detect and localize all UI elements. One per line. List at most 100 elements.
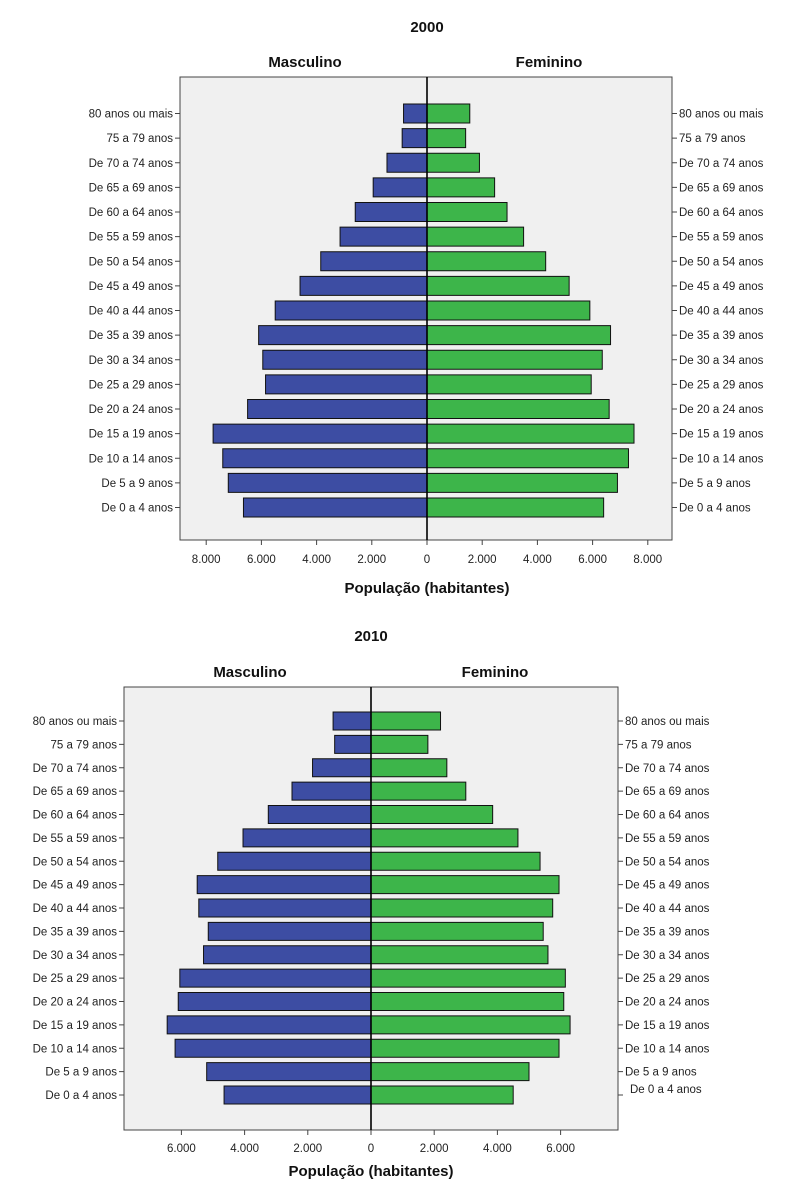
category-label-right: De 35 a 39 anos	[625, 926, 710, 938]
bar-female	[370, 828, 519, 848]
x-tick-label: 8.000	[633, 554, 662, 566]
bar-female	[426, 226, 525, 247]
x-tick-label: 4.000	[523, 554, 552, 566]
bar-female	[426, 423, 635, 444]
category-label-left: De 45 a 49 anos	[33, 880, 118, 892]
category-label-left: 75 a 79 anos	[106, 133, 173, 145]
category-label-left: De 10 a 14 anos	[89, 453, 174, 465]
category-label-left: De 20 a 24 anos	[89, 404, 174, 416]
category-label-right: De 20 a 24 anos	[625, 997, 710, 1009]
bar-female	[370, 875, 560, 895]
category-label-left: 75 a 79 anos	[50, 739, 117, 751]
bar-female	[426, 472, 618, 493]
bar-male	[401, 128, 428, 149]
bar-female	[426, 128, 467, 149]
x-tick-label: 4.000	[302, 554, 331, 566]
category-label-left: De 60 a 64 anos	[33, 810, 118, 822]
x-tick-label: 4.000	[483, 1143, 512, 1155]
bar-male	[334, 734, 372, 754]
category-label-left: De 30 a 34 anos	[89, 355, 174, 367]
bar-female	[370, 1038, 560, 1058]
x-tick-label: 2.000	[468, 554, 497, 566]
bar-male	[227, 472, 428, 493]
x-tick-label: 6.000	[167, 1143, 196, 1155]
category-label-right: De 65 a 69 anos	[679, 182, 764, 194]
bar-female	[426, 251, 547, 272]
category-label-left: De 55 a 59 anos	[89, 232, 174, 244]
category-label-left: De 50 a 54 anos	[89, 256, 174, 268]
category-label-left: De 35 a 39 anos	[89, 330, 174, 342]
bar-male	[222, 448, 428, 469]
x-tick-label: 0	[424, 554, 430, 566]
category-label-left: De 15 a 19 anos	[89, 429, 174, 441]
bar-male	[177, 992, 372, 1011]
left-side-label: Masculino	[268, 54, 341, 71]
bar-female	[370, 711, 442, 731]
bar-male	[247, 399, 428, 419]
bar-female	[370, 781, 467, 801]
category-label-left: De 5 a 9 anos	[101, 478, 173, 490]
category-label-left: De 0 a 4 anos	[101, 503, 173, 515]
bar-female	[370, 945, 549, 965]
bar-male	[258, 325, 428, 346]
x-tick-label: 6.000	[578, 554, 607, 566]
category-label-right: De 5 a 9 anos	[625, 1067, 697, 1079]
category-label-left: De 40 a 44 anos	[33, 903, 118, 915]
bar-female	[426, 202, 508, 222]
bar-male	[291, 781, 372, 801]
bar-female	[370, 992, 565, 1011]
bar-female	[426, 497, 605, 518]
category-label-right: De 15 a 19 anos	[625, 1020, 710, 1032]
x-axis-label: População (habitantes)	[288, 1163, 453, 1180]
bar-female	[426, 152, 480, 173]
category-label-left: De 65 a 69 anos	[89, 182, 174, 194]
category-label-right: De 20 a 24 anos	[679, 404, 764, 416]
bar-male	[166, 1015, 372, 1035]
category-label-right: De 55 a 59 anos	[679, 232, 764, 244]
bar-male	[265, 374, 428, 395]
category-label-right: De 65 a 69 anos	[625, 786, 710, 798]
bar-male	[242, 497, 428, 518]
bar-male	[206, 1062, 372, 1082]
x-tick-label: 2.000	[420, 1143, 449, 1155]
bar-male	[320, 251, 428, 272]
x-tick-label: 8.000	[192, 554, 221, 566]
category-label-left: De 50 a 54 anos	[33, 856, 118, 868]
bar-female	[426, 275, 570, 296]
bar-female	[426, 177, 496, 198]
category-label-right: De 45 a 49 anos	[679, 281, 764, 293]
bar-male	[312, 758, 372, 778]
bar-male	[217, 851, 372, 871]
bar-male	[207, 921, 372, 941]
category-label-left: De 25 a 29 anos	[89, 379, 174, 391]
category-label-right: De 55 a 59 anos	[625, 833, 710, 845]
bar-male	[179, 968, 372, 988]
bar-male	[332, 711, 372, 731]
category-label-right: De 30 a 34 anos	[679, 355, 764, 367]
category-label-right: De 10 a 14 anos	[625, 1043, 710, 1055]
bar-male	[212, 423, 428, 444]
bar-female	[370, 921, 544, 941]
bar-male	[223, 1085, 372, 1105]
bar-female	[370, 1085, 514, 1105]
category-label-left: De 0 a 4 anos	[45, 1090, 117, 1102]
bar-female	[370, 734, 429, 754]
category-label-left: De 40 a 44 anos	[89, 306, 174, 318]
category-label-right: De 25 a 29 anos	[679, 379, 764, 391]
category-label-right: De 10 a 14 anos	[679, 453, 764, 465]
category-label-left: 80 anos ou mais	[33, 716, 118, 728]
bar-male	[339, 226, 428, 247]
category-label-left: De 30 a 34 anos	[33, 950, 118, 962]
bar-male	[196, 875, 372, 895]
bar-female	[370, 898, 554, 918]
bar-female	[370, 851, 541, 871]
category-label-right: De 0 a 4 anos	[630, 1084, 702, 1096]
category-label-right: De 40 a 44 anos	[625, 903, 710, 915]
bar-male	[262, 349, 428, 370]
category-label-left: De 15 a 19 anos	[33, 1020, 118, 1032]
x-tick-label: 2.000	[293, 1143, 322, 1155]
category-label-right: 80 anos ou mais	[625, 716, 710, 728]
bar-female	[370, 805, 494, 824]
x-tick-label: 6.000	[546, 1143, 575, 1155]
category-label-right: De 50 a 54 anos	[625, 856, 710, 868]
